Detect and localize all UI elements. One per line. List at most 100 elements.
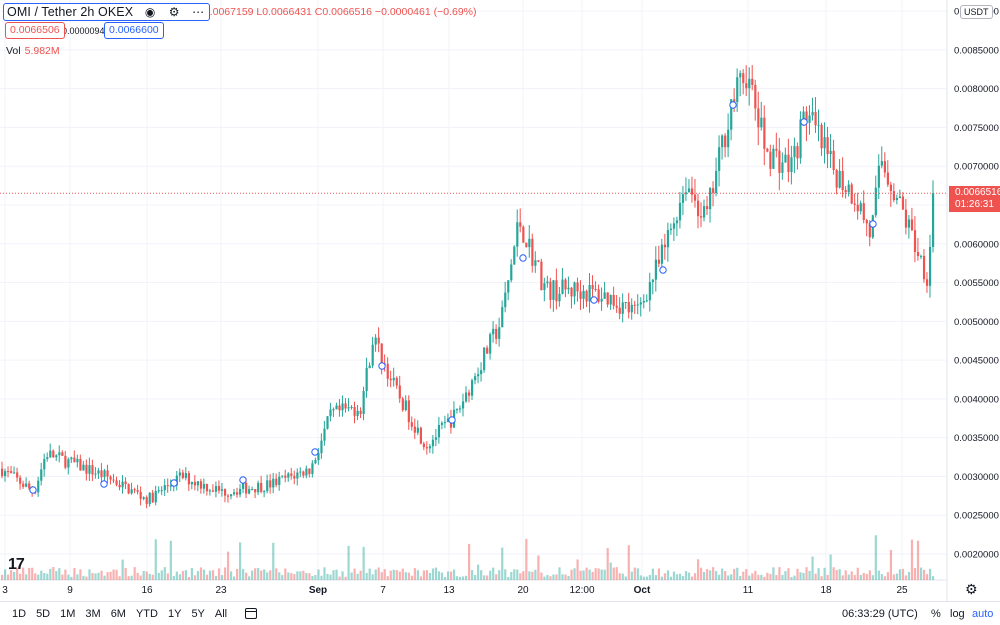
percent-toggle[interactable]: % — [931, 607, 941, 620]
volume-bar — [100, 570, 103, 580]
candle-body — [169, 485, 172, 487]
volume-bar — [525, 538, 528, 580]
candle-body — [721, 135, 724, 148]
volume-bar — [49, 568, 52, 580]
range-5y[interactable]: 5Y — [191, 607, 205, 620]
chart-settings-icon[interactable]: ⚙ — [965, 581, 978, 597]
volume-bar — [928, 568, 932, 580]
volume-bar — [585, 567, 588, 580]
volume-bar — [431, 568, 435, 580]
candle-body — [251, 489, 254, 491]
volume-bar — [850, 571, 853, 580]
candle-body — [278, 476, 281, 485]
event-marker — [448, 416, 456, 424]
bottom-toolbar: 1D 5D 1M 3M 6M YTD 1Y 5Y All 06:33:29 (U… — [0, 601, 1000, 625]
candle-body — [437, 424, 441, 438]
range-1m[interactable]: 1M — [60, 607, 76, 620]
range-6m[interactable]: 6M — [110, 607, 126, 620]
candle-body — [474, 376, 477, 381]
candle-body — [73, 457, 76, 463]
candle-body — [202, 483, 206, 489]
volume-bar — [892, 574, 896, 580]
volume-bar — [130, 575, 133, 580]
volume-bar — [248, 576, 251, 580]
volume-bar — [103, 575, 106, 580]
settings-icon[interactable]: ⚙ — [168, 5, 180, 19]
volume-bar — [591, 571, 594, 580]
volume-bar — [570, 569, 573, 580]
candle-body — [880, 161, 883, 166]
candle-body — [139, 491, 142, 499]
price-chart[interactable]: 0.0020000 0.0025000 0.0030000 0.0035000 0.00… — [0, 0, 1000, 601]
range-all[interactable]: All — [214, 607, 228, 620]
range-ytd[interactable]: YTD — [135, 607, 158, 620]
candle-body — [588, 285, 591, 302]
volume-bar — [449, 571, 453, 580]
currency-label[interactable]: USDT — [960, 5, 993, 19]
bid-price[interactable]: 0.0066506 — [5, 22, 65, 39]
candle-body — [886, 172, 889, 185]
volume-bar — [606, 548, 609, 580]
candle-body — [922, 255, 926, 280]
candle-body — [901, 196, 905, 210]
ask-price[interactable]: 0.0066600 — [104, 22, 164, 39]
volume-bar — [272, 542, 275, 580]
candle-body — [630, 304, 633, 313]
clock-display[interactable]: 06:33:29 (UTC) — [842, 607, 918, 620]
candle-body — [799, 119, 802, 159]
eye-icon[interactable]: ◉ — [144, 5, 156, 19]
auto-toggle[interactable]: auto — [972, 607, 994, 620]
volume-bar — [627, 545, 630, 580]
volume-bar — [678, 573, 682, 580]
volume-bar — [214, 575, 218, 580]
candle-body — [175, 475, 178, 486]
volume-bar — [715, 571, 718, 580]
tradingview-logo-icon[interactable]: 17 — [8, 556, 25, 573]
volume-bar — [555, 574, 558, 580]
volume-bar — [275, 568, 278, 580]
candle-body — [431, 439, 435, 447]
candle-body — [690, 188, 694, 195]
candle-body — [61, 452, 64, 456]
volume-bar — [338, 576, 341, 580]
candle-body — [564, 279, 567, 290]
range-1y[interactable]: 1Y — [167, 607, 182, 620]
log-toggle[interactable]: log — [950, 607, 965, 620]
candle-body — [609, 294, 612, 305]
volume-bar — [742, 571, 745, 580]
volume-bar — [10, 570, 13, 580]
volume-bar — [552, 574, 555, 580]
candle-body — [413, 426, 416, 433]
candle-body — [594, 289, 597, 291]
y-tick-label: 0.0080000 — [954, 84, 999, 95]
volume-bar — [681, 575, 685, 580]
candle-body — [199, 481, 203, 489]
volume-bar — [217, 568, 221, 580]
range-3m[interactable]: 3M — [85, 607, 101, 620]
range-1d[interactable]: 1D — [12, 607, 27, 620]
candle-body — [615, 305, 618, 308]
candle-body — [471, 380, 474, 396]
y-tick-label: 0.0060000 — [954, 239, 999, 250]
calendar-icon[interactable] — [245, 608, 258, 619]
volume-bar — [865, 573, 868, 580]
candle-body — [142, 497, 145, 499]
volume-bar — [284, 568, 287, 580]
candle-body — [693, 194, 697, 201]
candle-body — [263, 491, 266, 493]
volume-bar — [666, 570, 670, 580]
volume-bar — [739, 575, 742, 580]
volume-bar — [693, 573, 697, 580]
volume-bar — [832, 567, 835, 580]
symbol-legend[interactable]: OMI / Tether 2h OKEX ◉ ⚙ ⋯ — [3, 3, 211, 21]
candle-body — [489, 334, 492, 354]
volume-bar — [648, 574, 651, 580]
x-tick-label: 23 — [215, 585, 227, 596]
volume-bar — [609, 562, 612, 580]
volume-bar — [55, 571, 58, 580]
more-icon[interactable]: ⋯ — [192, 5, 205, 19]
volume-bar — [383, 569, 386, 580]
volume-bar — [28, 567, 31, 580]
range-5d[interactable]: 5D — [36, 607, 51, 620]
x-tick-label: 16 — [141, 585, 153, 596]
